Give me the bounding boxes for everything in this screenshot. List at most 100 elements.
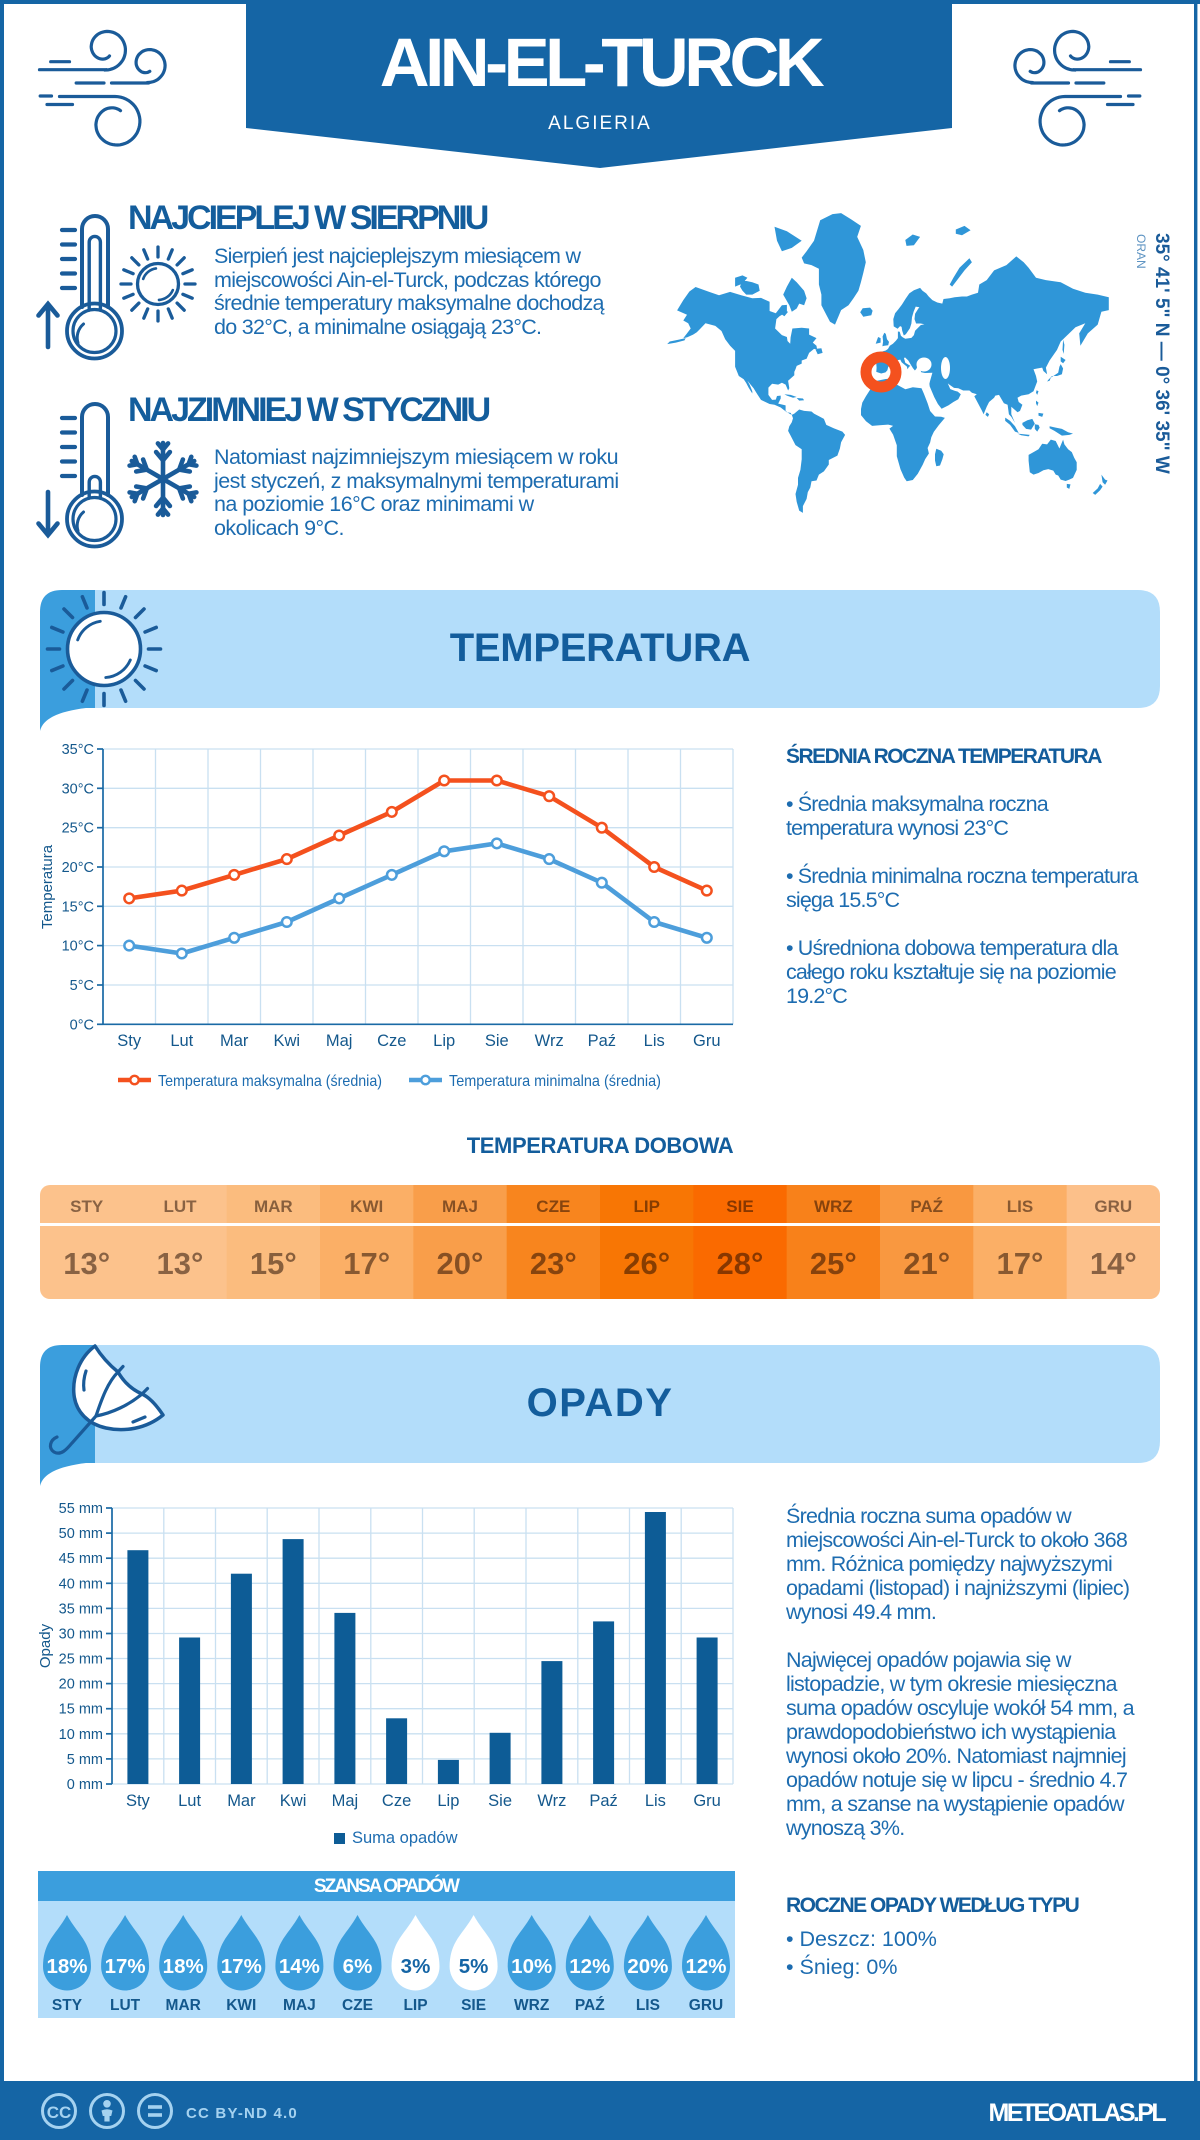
svg-text:KWI: KWI [350,1197,383,1216]
svg-text:5 mm: 5 mm [67,1752,103,1768]
svg-text:Lip: Lip [437,1792,459,1810]
svg-text:25°C: 25°C [62,821,94,837]
svg-text:GRU: GRU [1094,1197,1132,1216]
svg-text:25°: 25° [810,1246,857,1281]
svg-text:MAJ: MAJ [283,1997,316,2014]
svg-text:Sie: Sie [488,1792,512,1810]
svg-text:Sie: Sie [485,1032,509,1050]
svg-text:STY: STY [52,1997,83,2014]
svg-text:17°: 17° [997,1246,1044,1281]
svg-text:Temperatura maksymalna (średni: Temperatura maksymalna (średnia) [158,1073,382,1090]
svg-text:50 mm: 50 mm [59,1526,103,1542]
svg-text:Lip: Lip [433,1032,455,1050]
svg-text:KWI: KWI [226,1997,256,2014]
svg-text:40 mm: 40 mm [59,1576,103,1592]
svg-text:LUT: LUT [110,1997,141,2014]
svg-text:23°: 23° [530,1246,577,1281]
svg-text:5%: 5% [459,1955,489,1978]
svg-text:Kwi: Kwi [280,1792,307,1810]
svg-text:Lis: Lis [644,1032,665,1050]
svg-text:55 mm: 55 mm [59,1501,103,1517]
svg-text:Opady: Opady [37,1623,54,1668]
svg-text:Lut: Lut [170,1032,193,1050]
svg-text:Gru: Gru [693,1032,721,1050]
svg-text:WRZ: WRZ [514,1997,550,2014]
svg-text:35°C: 35°C [62,742,94,758]
svg-text:14°: 14° [1090,1246,1137,1281]
svg-text:15 mm: 15 mm [59,1702,103,1718]
svg-text:LIP: LIP [633,1197,659,1216]
svg-text:13°: 13° [157,1246,204,1281]
svg-text:Gru: Gru [693,1792,721,1810]
svg-text:CC BY-ND 4.0: CC BY-ND 4.0 [186,2105,298,2122]
svg-text:Paź: Paź [589,1792,617,1810]
svg-text:Maj: Maj [332,1792,359,1810]
svg-text:Cze: Cze [382,1792,411,1810]
svg-text:18%: 18% [163,1955,204,1978]
svg-text:45 mm: 45 mm [59,1551,103,1567]
svg-text:21°: 21° [903,1246,950,1281]
svg-text:3%: 3% [401,1955,431,1978]
svg-text:25 mm: 25 mm [59,1652,103,1668]
svg-text:Sty: Sty [117,1032,142,1050]
svg-text:Mar: Mar [227,1792,256,1810]
svg-text:13°: 13° [63,1246,110,1281]
svg-text:17%: 17% [105,1955,146,1978]
svg-text:GRU: GRU [689,1997,723,2014]
svg-text:CZE: CZE [536,1197,570,1216]
svg-text:26°: 26° [623,1246,670,1281]
svg-text:Lut: Lut [178,1792,201,1810]
svg-text:12%: 12% [685,1955,726,1978]
svg-text:STY: STY [70,1197,104,1216]
svg-text:Paź: Paź [588,1032,616,1050]
svg-text:20%: 20% [627,1955,668,1978]
svg-text:CZE: CZE [342,1997,373,2014]
svg-text:0 mm: 0 mm [67,1777,103,1793]
svg-text:17%: 17% [221,1955,262,1978]
svg-text:20°C: 20°C [62,860,94,876]
svg-text:LIS: LIS [1007,1197,1033,1216]
svg-text:LUT: LUT [163,1197,197,1216]
svg-text:SIE: SIE [726,1197,753,1216]
svg-text:10%: 10% [511,1955,552,1978]
svg-text:15°C: 15°C [62,899,94,915]
svg-text:MAJ: MAJ [442,1197,478,1216]
svg-text:PAŹ: PAŹ [910,1197,943,1216]
svg-text:12%: 12% [569,1955,610,1978]
svg-text:LIP: LIP [403,1997,427,2014]
svg-text:CC: CC [47,2103,72,2122]
svg-text:SZANSA OPADÓW: SZANSA OPADÓW [314,1875,460,1897]
svg-text:MAR: MAR [254,1197,293,1216]
svg-text:10°C: 10°C [62,939,94,955]
svg-text:Wrz: Wrz [535,1032,564,1050]
svg-text:6%: 6% [343,1955,373,1978]
svg-text:PAŹ: PAŹ [575,1997,605,2014]
svg-text:30 mm: 30 mm [59,1627,103,1643]
svg-text:SIE: SIE [461,1997,486,2014]
svg-text:15°: 15° [250,1246,297,1281]
svg-text:Temperatura minimalna (średnia: Temperatura minimalna (średnia) [449,1073,661,1090]
svg-text:Temperatura: Temperatura [39,844,56,929]
svg-text:20°: 20° [437,1246,484,1281]
svg-text:Cze: Cze [377,1032,406,1050]
svg-text:35 mm: 35 mm [59,1601,103,1617]
svg-text:MAR: MAR [166,1997,201,2014]
svg-text:28°: 28° [717,1246,764,1281]
svg-text:LIS: LIS [636,1997,660,2014]
svg-text:METEOATLAS.PL: METEOATLAS.PL [989,2099,1167,2127]
svg-text:Suma opadów: Suma opadów [352,1829,458,1847]
svg-text:0°C: 0°C [70,1017,94,1033]
svg-text:Mar: Mar [220,1032,249,1050]
svg-text:Lis: Lis [645,1792,666,1810]
svg-text:Kwi: Kwi [274,1032,301,1050]
svg-text:5°C: 5°C [70,978,94,994]
svg-text:Maj: Maj [326,1032,353,1050]
svg-text:30°C: 30°C [62,781,94,797]
svg-text:18%: 18% [46,1955,87,1978]
svg-text:Wrz: Wrz [537,1792,566,1810]
svg-text:17°: 17° [343,1246,390,1281]
svg-text:20 mm: 20 mm [59,1677,103,1693]
svg-text:14%: 14% [279,1955,320,1978]
svg-text:WRZ: WRZ [814,1197,853,1216]
svg-text:Sty: Sty [126,1792,151,1810]
